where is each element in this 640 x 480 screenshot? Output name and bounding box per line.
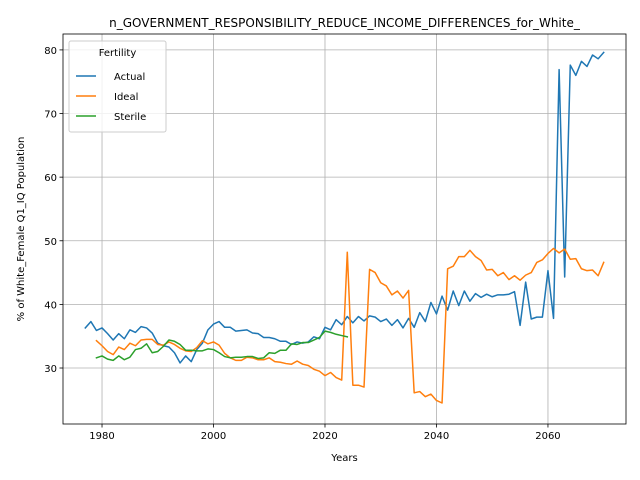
y-tick-label: 70 — [44, 110, 57, 121]
legend-label-sterile: Sterile — [114, 112, 146, 123]
x-tick-label: 1980 — [89, 431, 114, 442]
y-tick-label: 30 — [44, 364, 57, 375]
x-tick-label: 2020 — [312, 431, 337, 442]
legend-title: Fertility — [99, 48, 137, 59]
axis-ticks: 1980 2000 2020 2040 2060 30 40 50 60 70 80 — [44, 46, 560, 442]
chart-title: n_GOVERNMENT_RESPONSIBILITY_REDUCE_INCOM… — [109, 16, 581, 30]
legend-box — [68, 40, 167, 133]
y-tick-label: 40 — [44, 300, 57, 311]
series-line-sterile — [95, 330, 349, 362]
y-axis-label: % of White_Female Q1_IQ Population — [16, 137, 27, 322]
legend: Fertility Actual Ideal Sterile — [68, 40, 167, 133]
x-tick-label: 2000 — [201, 431, 226, 442]
legend-label-actual: Actual — [114, 72, 145, 83]
y-tick-label: 50 — [44, 237, 57, 248]
x-axis-label: Years — [330, 453, 357, 464]
y-tick-label: 60 — [44, 173, 57, 184]
series-lines — [84, 51, 605, 404]
legend-label-ideal: Ideal — [114, 92, 138, 103]
plot-frame — [62, 33, 627, 425]
x-tick-label: 2060 — [535, 431, 560, 442]
series-line-ideal — [95, 247, 605, 404]
x-tick-label: 2040 — [424, 431, 449, 442]
y-tick-label: 80 — [44, 46, 57, 57]
